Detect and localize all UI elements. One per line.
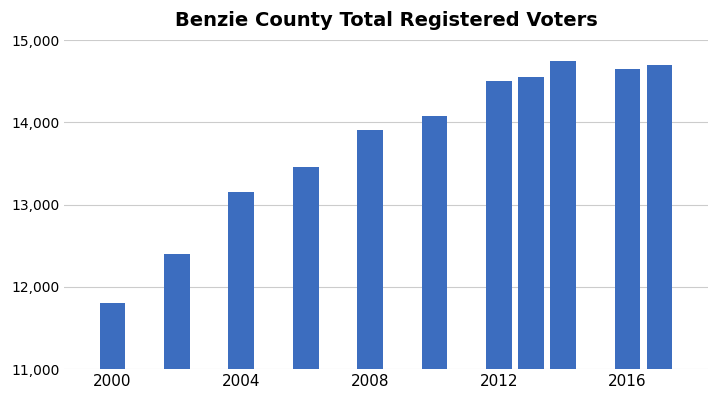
Bar [615, 69, 641, 400]
Bar [421, 116, 447, 400]
Bar [357, 130, 383, 400]
Bar [486, 81, 512, 400]
Bar [647, 65, 672, 400]
Bar [518, 77, 544, 400]
Bar [550, 60, 576, 400]
Bar [293, 168, 319, 400]
Bar [164, 254, 190, 400]
Bar [229, 192, 255, 400]
Bar [100, 303, 126, 400]
Title: Benzie County Total Registered Voters: Benzie County Total Registered Voters [175, 11, 597, 30]
